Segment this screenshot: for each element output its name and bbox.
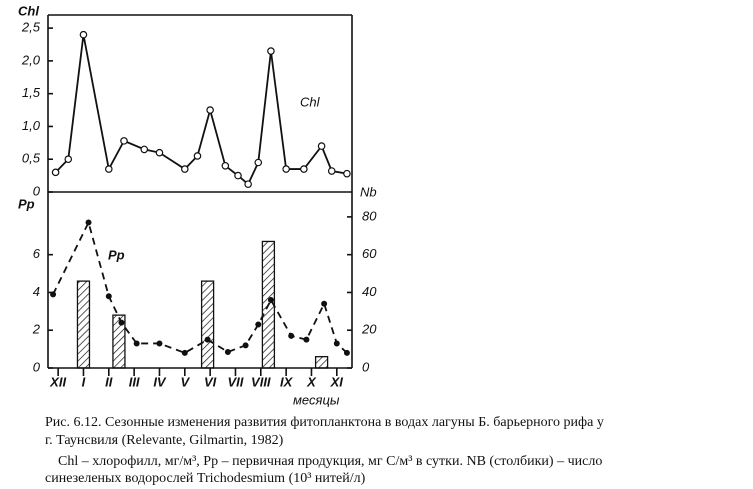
point xyxy=(221,161,230,170)
point xyxy=(333,340,340,347)
y-tick-label: 2,5 xyxy=(21,20,41,35)
point xyxy=(181,349,188,356)
x-tick-label: V xyxy=(180,374,190,389)
y-tick-label: 4 xyxy=(33,284,40,299)
point xyxy=(343,169,351,178)
x-tick-label: VI xyxy=(204,374,217,389)
point xyxy=(267,47,275,55)
point xyxy=(50,291,57,298)
x-tick-label: VII xyxy=(228,374,244,389)
y2-tick-label: 40 xyxy=(362,284,377,299)
bar xyxy=(314,356,329,369)
bar xyxy=(200,280,215,369)
y2-axis-title: Nb xyxy=(360,184,377,199)
x-tick-label: III xyxy=(129,374,140,389)
point xyxy=(133,340,140,347)
x-tick-label: I xyxy=(82,374,86,389)
point xyxy=(224,348,231,355)
point xyxy=(242,342,249,349)
point xyxy=(321,300,328,307)
y-axis-title: Pp xyxy=(18,196,35,211)
y-tick-label: 6 xyxy=(33,246,41,261)
point xyxy=(288,332,295,339)
point xyxy=(327,167,336,175)
point xyxy=(85,219,92,226)
y-tick-label: 0 xyxy=(33,183,41,198)
bar xyxy=(112,314,126,369)
point xyxy=(140,145,149,154)
x-tick-label: IV xyxy=(153,374,167,389)
x-tick-label: X xyxy=(306,374,317,389)
point xyxy=(234,171,242,180)
x-tick-label: IX xyxy=(280,374,294,389)
series-label: Pp xyxy=(108,247,125,262)
caption: Рис. 6.12. Сезонные изменения развития ф… xyxy=(45,415,604,430)
point xyxy=(156,340,163,347)
x-tick-label: II xyxy=(105,374,113,389)
point xyxy=(105,165,113,173)
y2-tick-label: 60 xyxy=(362,246,377,261)
bar xyxy=(76,280,91,369)
point xyxy=(193,152,202,160)
caption: Chl – хлорофилл, мг/м³, Pp – первичная п… xyxy=(58,454,602,469)
point xyxy=(51,168,60,177)
point xyxy=(120,137,128,145)
y-axis-title: Chl xyxy=(18,3,39,18)
y-tick-label: 1,5 xyxy=(22,85,41,100)
caption: синезеленых водорослей Trichodesmium (10… xyxy=(45,471,366,486)
point xyxy=(282,165,290,173)
x-tick-label: XII xyxy=(49,374,66,389)
point xyxy=(155,148,164,157)
point xyxy=(244,180,252,188)
point xyxy=(303,336,310,343)
x-tick-label: XI xyxy=(330,374,344,389)
y2-tick-label: 80 xyxy=(362,208,377,223)
line xyxy=(52,220,348,354)
point xyxy=(79,30,88,39)
point xyxy=(255,321,262,328)
point xyxy=(105,293,112,300)
series-label: Chl xyxy=(300,94,321,109)
point xyxy=(64,155,73,164)
point xyxy=(300,165,308,173)
y-tick-label: 2 xyxy=(32,322,41,337)
point xyxy=(317,142,326,150)
point xyxy=(343,349,350,356)
y-tick-label: 2,0 xyxy=(21,52,41,67)
y2-tick-label: 0 xyxy=(362,359,370,374)
y-tick-label: 0,5 xyxy=(22,151,41,166)
bar xyxy=(261,240,276,369)
y-tick-label: 0 xyxy=(33,359,41,374)
y-tick-label: 1,0 xyxy=(22,118,41,133)
point xyxy=(254,158,263,167)
y2-tick-label: 20 xyxy=(361,322,377,337)
point xyxy=(181,165,189,173)
x-tick-label: VIII xyxy=(251,374,271,389)
caption: г. Таунсвиля (Relevante, Gilmartin, 1982… xyxy=(45,433,284,448)
x-axis-title: месяцы xyxy=(293,392,340,407)
point xyxy=(206,106,214,114)
